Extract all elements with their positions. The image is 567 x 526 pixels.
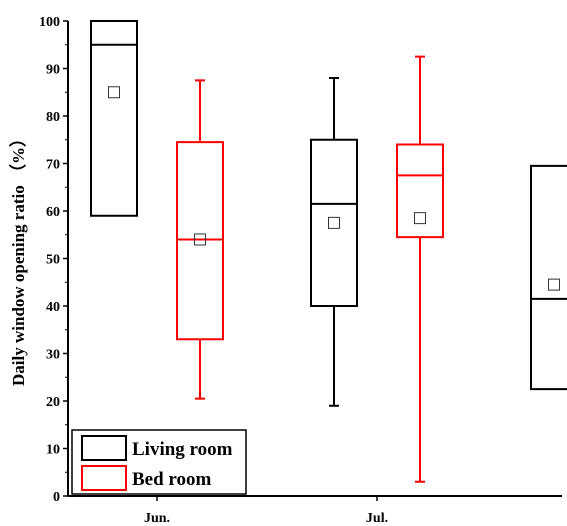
box-living-room-0: [90, 20, 138, 217]
box-body: [90, 20, 138, 217]
y-tick-label: 40: [46, 300, 60, 315]
y-tick-label: 90: [46, 63, 60, 78]
plot-marks: [90, 20, 567, 483]
mean-marker: [108, 86, 120, 99]
box-bed-room-1: [396, 55, 444, 483]
mean-marker: [194, 233, 206, 246]
box-living-room-1: [310, 77, 358, 407]
box-living-room-2: [530, 164, 567, 391]
box-body: [396, 143, 444, 239]
box-body: [176, 141, 224, 341]
y-tick-label: 50: [46, 253, 60, 268]
y-tick-label: 20: [46, 395, 60, 410]
legend-swatch: [81, 435, 127, 461]
legend: Living room Bed room: [71, 429, 247, 495]
y-tick-label: 100: [39, 15, 60, 30]
legend-frame: [71, 429, 247, 495]
mean-marker: [328, 216, 340, 229]
legend-swatch: [81, 465, 127, 491]
y-tick-label: 60: [46, 205, 60, 220]
y-tick-label: 80: [46, 110, 60, 125]
y-tick-label: 30: [46, 348, 60, 363]
legend-label: Bed room: [132, 469, 212, 490]
box-bed-room-0: [176, 79, 224, 400]
y-tick-label: 0: [53, 490, 60, 505]
box-body: [530, 164, 567, 391]
x-tick-label: Jul.: [366, 511, 388, 526]
y-tick-label: 70: [46, 158, 60, 173]
x-tick-label: Jun.: [144, 511, 170, 526]
box-body: [310, 138, 358, 307]
legend-label: Living room: [132, 439, 233, 460]
y-tick-label: 10: [46, 443, 60, 458]
mean-marker: [414, 212, 426, 225]
mean-marker: [548, 278, 560, 291]
y-axis-title: Daily window opening ratio （%）: [8, 130, 28, 386]
